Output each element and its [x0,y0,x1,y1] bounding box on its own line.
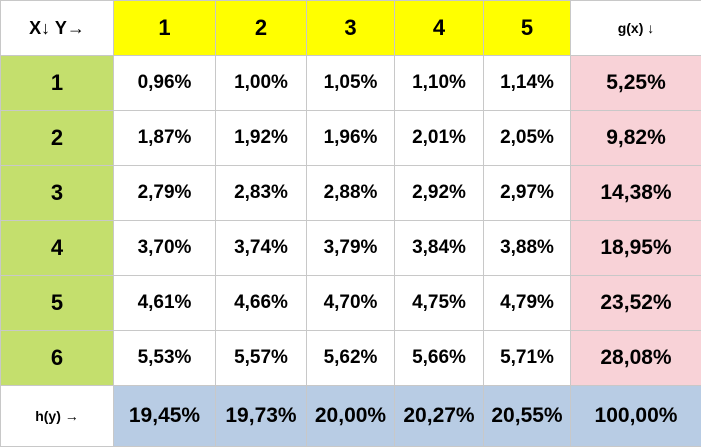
probability-cell: 1,10% [395,56,484,111]
hy-value-cell: 19,73% [216,386,307,447]
probability-cell: 4,75% [395,276,484,331]
probability-cell: 2,83% [216,166,307,221]
hy-value-cell: 20,55% [484,386,571,447]
hy-value-cell: 19,45% [114,386,216,447]
probability-cell: 5,71% [484,331,571,386]
x-header-cell: 3 [1,166,114,221]
probability-cell: 5,62% [307,331,395,386]
probability-cell: 3,79% [307,221,395,276]
gx-value-cell: 23,52% [571,276,701,331]
hy-value-cell: 20,00% [307,386,395,447]
probability-cell: 5,53% [114,331,216,386]
x-header-cell: 2 [1,111,114,166]
probability-cell: 1,14% [484,56,571,111]
x-header-cell: 6 [1,331,114,386]
y-header-cell: 4 [395,1,484,56]
probability-cell: 1,96% [307,111,395,166]
probability-cell: 2,92% [395,166,484,221]
x-header-cell: 4 [1,221,114,276]
y-header-cell: 2 [216,1,307,56]
gx-value-cell: 28,08% [571,331,701,386]
probability-cell: 4,79% [484,276,571,331]
probability-cell: 1,87% [114,111,216,166]
probability-cell: 5,66% [395,331,484,386]
probability-cell: 4,70% [307,276,395,331]
x-header-cell: 5 [1,276,114,331]
probability-cell: 2,01% [395,111,484,166]
probability-cell: 5,57% [216,331,307,386]
probability-cell: 3,70% [114,221,216,276]
probability-cell: 3,88% [484,221,571,276]
hy-value-cell: 20,27% [395,386,484,447]
probability-cell: 2,97% [484,166,571,221]
footer-row: h(y) →19,45%19,73%20,00%20,27%20,55%100,… [1,386,701,447]
probability-cell: 2,79% [114,166,216,221]
gx-header-cell: g(x) ↓ [571,1,701,56]
probability-cell: 4,61% [114,276,216,331]
probability-cell: 1,00% [216,56,307,111]
probability-cell: 1,05% [307,56,395,111]
gx-value-cell: 9,82% [571,111,701,166]
y-header-cell: 3 [307,1,395,56]
corner-label: X↓ Y→ [1,1,114,56]
probability-cell: 0,96% [114,56,216,111]
probability-cell: 3,84% [395,221,484,276]
gx-value-cell: 18,95% [571,221,701,276]
y-header-cell: 5 [484,1,571,56]
probability-cell: 2,05% [484,111,571,166]
gx-value-cell: 14,38% [571,166,701,221]
probability-cell: 1,92% [216,111,307,166]
x-header-cell: 1 [1,56,114,111]
probability-cell: 4,66% [216,276,307,331]
total-cell: 100,00% [571,386,701,447]
probability-cell: 3,74% [216,221,307,276]
gx-value-cell: 5,25% [571,56,701,111]
probability-cell: 2,88% [307,166,395,221]
y-header-cell: 1 [114,1,216,56]
hy-label-cell: h(y) → [1,386,114,447]
